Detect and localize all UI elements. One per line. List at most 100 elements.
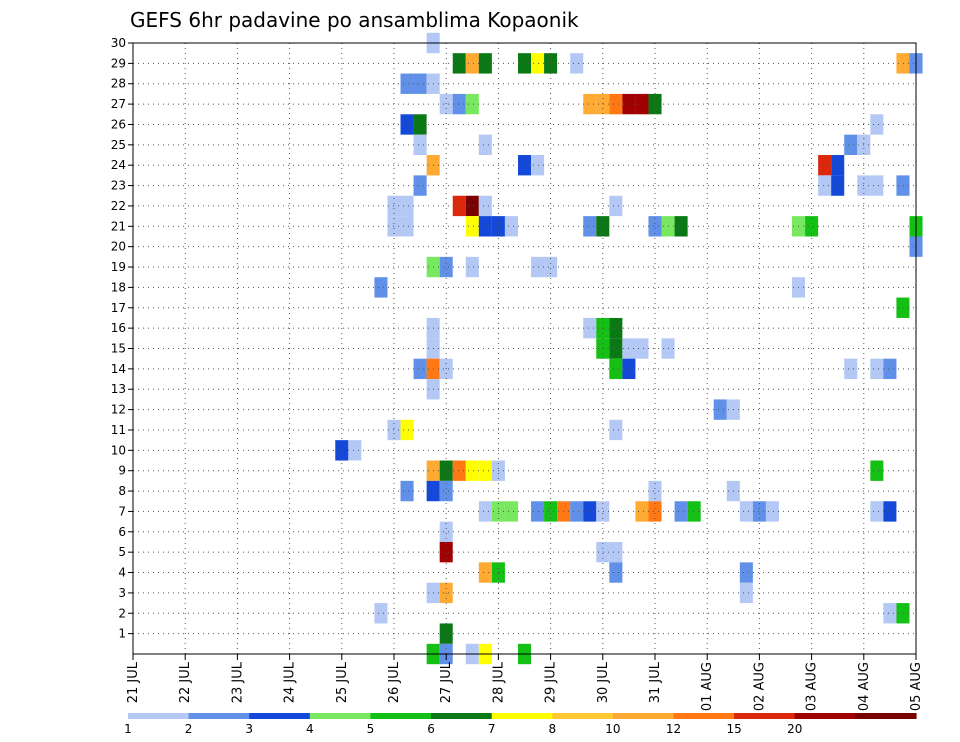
heat-cell-63 bbox=[465, 256, 479, 278]
heat-cell-94 bbox=[348, 440, 362, 461]
heat-cell-42 bbox=[452, 195, 466, 217]
heat-cell-70 bbox=[583, 317, 597, 339]
heat-cell-122 bbox=[765, 501, 779, 522]
heat-cell-10 bbox=[400, 73, 414, 94]
heat-cell-118 bbox=[674, 501, 688, 522]
y-tick-label: 14 bbox=[111, 362, 126, 376]
heat-cell-88 bbox=[713, 399, 727, 420]
colorbar-label: 10 bbox=[605, 722, 620, 736]
heat-cell-128 bbox=[609, 541, 623, 563]
heat-cell-51 bbox=[504, 216, 518, 237]
y-tick-label: 21 bbox=[111, 219, 126, 233]
heat-cell-49 bbox=[478, 216, 492, 237]
heat-cell-138 bbox=[896, 603, 910, 624]
heat-cell-77 bbox=[635, 338, 649, 359]
y-tick-label: 26 bbox=[111, 117, 126, 131]
y-tick-label: 12 bbox=[111, 403, 126, 417]
y-tick-label: 20 bbox=[111, 240, 126, 254]
y-tick-label: 23 bbox=[111, 179, 126, 193]
heat-cell-39 bbox=[896, 175, 910, 196]
x-tick-label: 28 JUL bbox=[491, 661, 506, 703]
y-tick-label: 29 bbox=[111, 56, 126, 70]
y-tick-label: 10 bbox=[111, 443, 126, 457]
y-tick-label: 5 bbox=[118, 545, 126, 559]
colorbar-segment bbox=[734, 713, 796, 719]
y-tick-label: 27 bbox=[111, 97, 126, 111]
heat-cell-96 bbox=[439, 460, 453, 481]
colorbar-segment bbox=[431, 713, 493, 719]
heat-cell-90 bbox=[387, 419, 401, 441]
colorbar-segment bbox=[673, 713, 735, 719]
heat-cell-46 bbox=[387, 216, 401, 237]
heat-cell-126 bbox=[439, 541, 453, 563]
y-tick-label: 24 bbox=[111, 158, 126, 172]
heat-cell-79 bbox=[413, 358, 427, 380]
heat-cell-107 bbox=[478, 501, 492, 522]
heat-cell-137 bbox=[883, 603, 897, 624]
colorbar-segment bbox=[128, 713, 190, 719]
x-axis: 21 JUL 22 JUL 23 JUL 24 JUL 25 JUL 26 JUL 27 J… bbox=[126, 654, 924, 711]
colorbar-label: 4 bbox=[306, 722, 314, 736]
heat-cell-129 bbox=[478, 562, 492, 583]
heat-cell-101 bbox=[870, 460, 884, 481]
heat-cell-8 bbox=[896, 53, 910, 74]
y-tick-label: 9 bbox=[118, 464, 126, 478]
x-tick-label: 04 AUG bbox=[857, 662, 872, 711]
heat-cell-25 bbox=[413, 134, 427, 156]
y-tick-label: 28 bbox=[111, 77, 126, 91]
heat-cell-62 bbox=[439, 256, 453, 278]
heat-cell-109 bbox=[504, 501, 518, 522]
colorbar-label: 5 bbox=[367, 722, 375, 736]
heat-cell-84 bbox=[844, 358, 858, 380]
chart-title: GEFS 6hr padavine po ansamblima Kopaonik bbox=[130, 8, 579, 32]
heat-cell-48 bbox=[465, 216, 479, 237]
heat-cell-4 bbox=[517, 53, 532, 74]
heat-cell-92 bbox=[609, 419, 623, 441]
heat-cell-54 bbox=[648, 216, 662, 237]
heat-cell-33 bbox=[831, 155, 845, 176]
heat-cell-31 bbox=[531, 155, 545, 176]
heat-cell-97 bbox=[452, 460, 466, 481]
heat-cell-82 bbox=[609, 358, 623, 380]
colorbar-label: 15 bbox=[727, 722, 742, 736]
colorbar-segment bbox=[309, 713, 372, 719]
heat-cell-41 bbox=[400, 195, 414, 217]
y-tick-label: 13 bbox=[111, 382, 126, 396]
x-tick-label: 23 JUL bbox=[230, 661, 245, 703]
heat-cell-115 bbox=[596, 501, 610, 522]
y-tick-label: 7 bbox=[118, 504, 126, 518]
heat-cell-136 bbox=[374, 603, 388, 624]
y-axis: 1234567891011121314151617181920212223242… bbox=[111, 36, 133, 641]
y-tick-label: 3 bbox=[118, 586, 126, 600]
colorbar-segment bbox=[612, 713, 675, 719]
x-tick-label: 25 JUL bbox=[335, 661, 350, 703]
heat-cell-2 bbox=[465, 53, 479, 74]
x-tick-label: 26 JUL bbox=[387, 661, 402, 703]
heat-cell-134 bbox=[439, 582, 453, 604]
heat-cell-86 bbox=[883, 358, 897, 380]
y-tick-label: 16 bbox=[111, 321, 126, 335]
heat-cell-72 bbox=[609, 317, 623, 339]
heat-cell-75 bbox=[609, 338, 623, 359]
heat-cell-45 bbox=[609, 195, 623, 217]
heat-cell-105 bbox=[648, 480, 662, 502]
x-tick-label: 21 JUL bbox=[126, 661, 141, 703]
heat-cell-98 bbox=[465, 460, 479, 481]
x-tick-label: 27 JUL bbox=[439, 661, 454, 703]
heat-cell-64 bbox=[531, 256, 545, 278]
heat-cell-16 bbox=[583, 93, 597, 115]
heat-cell-58 bbox=[805, 216, 819, 237]
heat-cell-132 bbox=[739, 562, 753, 583]
colorbar-segment bbox=[855, 713, 917, 719]
heat-cell-102 bbox=[400, 480, 414, 502]
heat-cell-43 bbox=[465, 195, 479, 217]
heat-cell-13 bbox=[439, 93, 453, 115]
heat-cell-44 bbox=[478, 195, 492, 217]
y-tick-label: 6 bbox=[118, 525, 126, 539]
heat-cell-114 bbox=[583, 501, 597, 522]
heat-cell-91 bbox=[400, 419, 414, 441]
heat-cell-135 bbox=[739, 582, 753, 604]
heat-cell-110 bbox=[531, 501, 545, 522]
heat-cell-26 bbox=[478, 134, 492, 156]
x-tick-label: 22 JUL bbox=[178, 661, 193, 703]
